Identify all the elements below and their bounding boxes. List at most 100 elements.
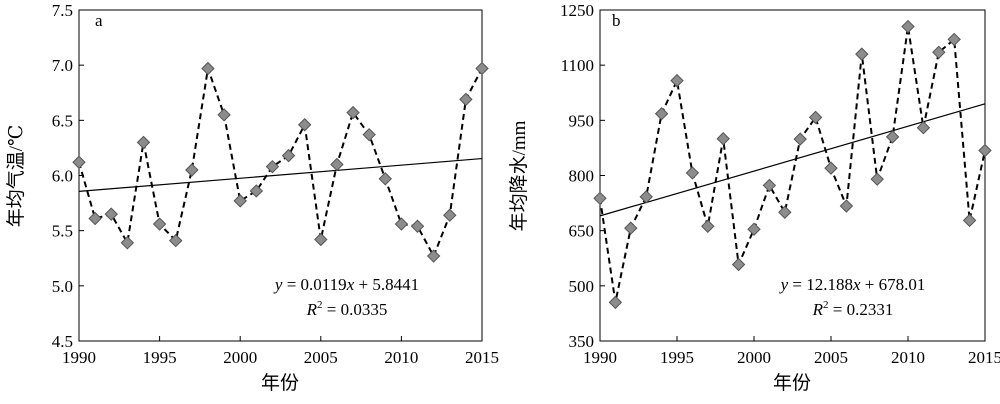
- panel-a-point-2014: [459, 92, 473, 107]
- panel-a-point-2000: [233, 194, 247, 208]
- panel-a-r2-sup: 2: [317, 299, 323, 311]
- panel-a-point-2003: [281, 148, 296, 163]
- panel-b-xtick-label: 2015: [968, 348, 1000, 367]
- panel-b-point-1990: [593, 191, 607, 206]
- panel-a-point-2013: [443, 208, 457, 222]
- panel-a-ytick-label: 4.5: [52, 332, 73, 351]
- panel-b-point-2007: [855, 47, 869, 61]
- panel-a-point-2006: [330, 157, 344, 172]
- panel-b-point-2012: [932, 45, 946, 60]
- panel-b-series: [599, 26, 986, 303]
- panel-a-letter: a: [95, 11, 103, 30]
- panel-a-xlabel: 年份: [261, 372, 299, 394]
- panel-b-eq-x: x: [852, 275, 861, 294]
- panel-a-point-1997: [185, 163, 199, 177]
- panel-b-r2: R2 = 0.2331: [812, 299, 894, 319]
- panel-b-xlabel: 年份: [773, 372, 811, 394]
- panel-a-point-1992: [104, 207, 118, 221]
- panel-b-point-1999: [731, 257, 746, 272]
- panel-a-point-1990: [72, 155, 86, 169]
- panel-a-point-2008: [362, 127, 376, 142]
- panel-b-point-2001: [762, 178, 777, 193]
- panel-b-ytick-label: 1100: [561, 56, 594, 75]
- panel-b-point-2005: [824, 161, 838, 175]
- panel-b-ylabel: 年均降水/mm: [508, 120, 530, 231]
- panel-b-point-2000: [747, 222, 761, 236]
- panel-a-eq-y: y: [273, 275, 283, 294]
- panel-b-eq-rest2: + 678.01: [861, 275, 926, 294]
- panel-a-point-2002: [265, 159, 280, 174]
- panel-b-point-2015: [978, 143, 992, 158]
- panel-a-eq-x: x: [346, 275, 355, 294]
- panel-a-eq-rest2: + 5.8441: [354, 275, 419, 294]
- panel-b-point-2011: [916, 120, 931, 135]
- panel-a-eq-rest1: = 0.0119: [282, 275, 346, 294]
- panel-b-point-1993: [639, 190, 653, 204]
- panel-b-ytick-label: 650: [569, 222, 595, 241]
- panel-b-point-2014: [962, 213, 977, 228]
- panel-b-xtick-label: 2005: [814, 348, 848, 367]
- panel-b-ytick-label: 800: [569, 167, 595, 186]
- panel-a-point-1991: [88, 211, 102, 226]
- panel-b-xtick-label: 2000: [737, 348, 771, 367]
- panel-b-point-1991: [608, 295, 623, 310]
- panel-a-point-2004: [297, 118, 312, 132]
- panel-a-ytick-label: 5.0: [52, 277, 73, 296]
- panel-a-ytick-label: 5.5: [52, 222, 73, 241]
- panel-b-trendline: [599, 103, 986, 217]
- panel-a-point-2001: [249, 184, 264, 198]
- panel-a-markers: [72, 61, 489, 263]
- panel-a-point-1993: [120, 236, 135, 250]
- panel-b-point-1996: [685, 166, 700, 180]
- panel-b-ytick-label: 1250: [560, 1, 594, 20]
- panel-b-eq-y: y: [779, 275, 789, 294]
- panel-a-trendline: [78, 157, 483, 192]
- panel-b-point-2010: [901, 19, 915, 34]
- panel-a-r2: R2 = 0.0335: [306, 299, 388, 319]
- panel-a-point-2007: [346, 105, 360, 120]
- panel-b-r2-value: = 0.2331: [829, 300, 894, 319]
- panel-a-point-2012: [426, 249, 441, 263]
- panel-b-eq-rest1: = 12.188: [788, 275, 853, 294]
- panel-a-equation: y = 0.0119x + 5.8441: [273, 275, 419, 294]
- panel-b-ytick-label: 500: [569, 277, 595, 296]
- panel-a-xtick-label: 1995: [143, 348, 177, 367]
- panel-b-point-1998: [716, 132, 730, 146]
- panel-b-point-1995: [670, 73, 684, 88]
- panel-a-xtick-label: 2010: [384, 348, 418, 367]
- panel-a-trend-line: [78, 157, 483, 192]
- panel-a-xtick-label: 2000: [223, 348, 257, 367]
- panel-b-r2-prefix: R: [812, 300, 824, 319]
- panel-a-r2-value: = 0.0335: [323, 300, 388, 319]
- panel-a-point-2015: [475, 61, 489, 76]
- panel-a-ytick-label: 7.0: [52, 56, 73, 75]
- panel-b-markers: [593, 19, 992, 310]
- panel-b-r2-sup: 2: [823, 299, 829, 311]
- panel-b-point-2006: [839, 199, 854, 213]
- panel-a-xtick-label: 2015: [465, 348, 499, 367]
- panel-a-point-2010: [394, 217, 409, 231]
- panel-b-xtick-label: 1990: [583, 348, 617, 367]
- panel-a-r2-prefix: R: [306, 300, 318, 319]
- panel-a-point-2005: [314, 232, 328, 247]
- panel-a-point-1999: [217, 108, 231, 122]
- panel-b-point-2004: [808, 110, 823, 125]
- panel-b-trend-line: [599, 103, 986, 217]
- panel-b-point-2013: [947, 32, 961, 47]
- panel-a-point-1998: [201, 61, 215, 76]
- panel-a-point-2011: [410, 219, 425, 233]
- panel-a-point-1995: [152, 217, 167, 231]
- panel-a-point-2009: [378, 172, 392, 186]
- panel-b-point-1997: [701, 219, 715, 233]
- panel-a-temperature: 4.5 5.0 5.5 6.0 6.5 7.0 7.5 1990 1995 2000 2005 201…: [5, 1, 499, 394]
- panel-b-precipitation: 350 500 650 800 950 1100 1250 1990 1995 2000 2005 2…: [508, 1, 1000, 394]
- panel-a-ytick-label: 6.5: [52, 111, 73, 130]
- panel-a-point-1996: [169, 233, 183, 248]
- panel-a-axes: 4.5 5.0 5.5 6.0 6.5 7.0 7.5 1990 1995 2000 2005 201…: [52, 1, 499, 367]
- panel-b-point-2009: [885, 130, 900, 144]
- panel-b-series-line: [599, 26, 986, 303]
- panel-a-xtick-label: 1990: [62, 348, 96, 367]
- panel-b-xtick-label: 2010: [891, 348, 925, 367]
- panel-b-ytick-label: 350: [569, 332, 595, 351]
